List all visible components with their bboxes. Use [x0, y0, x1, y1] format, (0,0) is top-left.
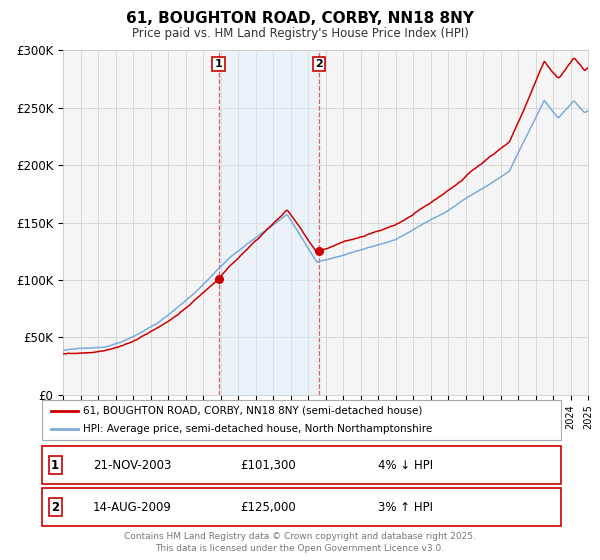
Text: 1: 1 [51, 459, 59, 472]
Text: Contains HM Land Registry data © Crown copyright and database right 2025.
This d: Contains HM Land Registry data © Crown c… [124, 533, 476, 553]
Text: 3% ↑ HPI: 3% ↑ HPI [378, 501, 433, 514]
Bar [219, 50, 319, 395]
Text: 61, BOUGHTON ROAD, CORBY, NN18 8NY: 61, BOUGHTON ROAD, CORBY, NN18 8NY [126, 11, 474, 26]
Text: £125,000: £125,000 [240, 501, 296, 514]
Text: £101,300: £101,300 [240, 459, 296, 472]
Text: 2: 2 [315, 59, 323, 69]
Text: 2: 2 [51, 501, 59, 514]
Text: 14-AUG-2009: 14-AUG-2009 [93, 501, 172, 514]
Text: 21-NOV-2003: 21-NOV-2003 [93, 459, 172, 472]
Text: 61, BOUGHTON ROAD, CORBY, NN18 8NY (semi-detached house): 61, BOUGHTON ROAD, CORBY, NN18 8NY (semi… [83, 406, 422, 416]
Text: 4% ↓ HPI: 4% ↓ HPI [378, 459, 433, 472]
Text: Price paid vs. HM Land Registry's House Price Index (HPI): Price paid vs. HM Land Registry's House … [131, 27, 469, 40]
Text: HPI: Average price, semi-detached house, North Northamptonshire: HPI: Average price, semi-detached house,… [83, 424, 432, 434]
Text: 1: 1 [215, 59, 223, 69]
